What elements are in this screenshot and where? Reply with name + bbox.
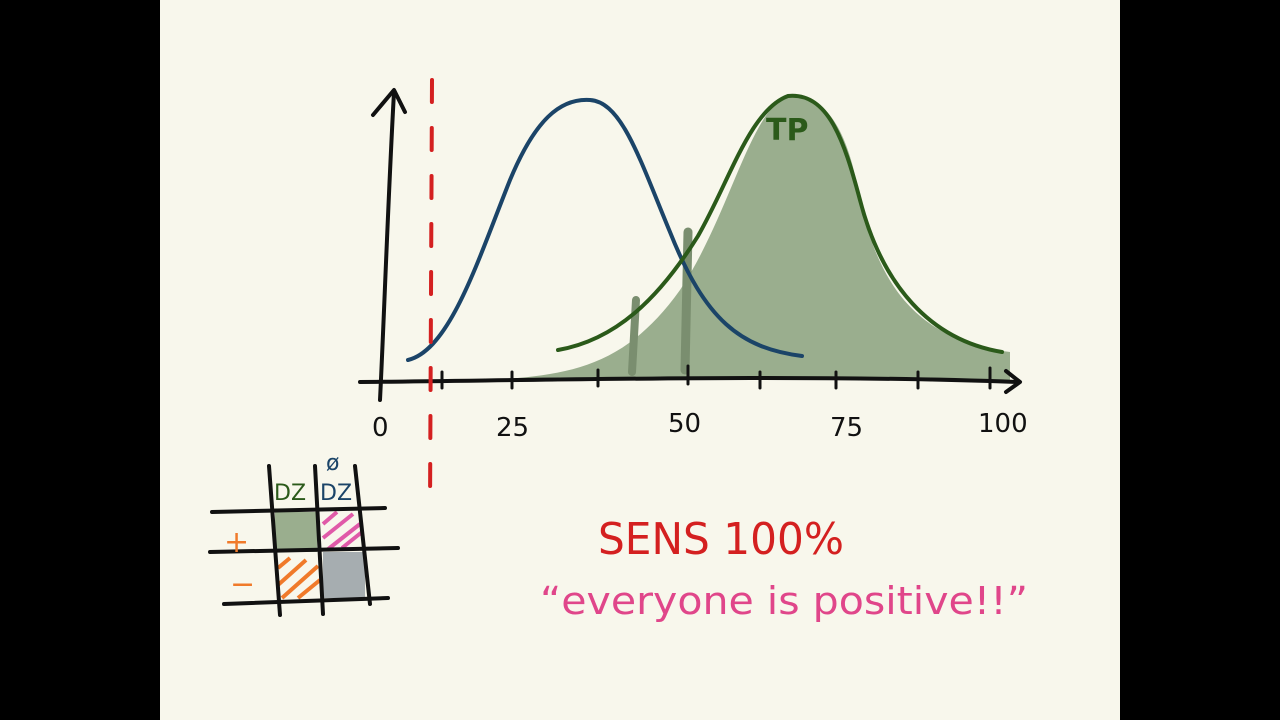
x-axis-arrowhead xyxy=(1004,369,1022,394)
disease-distribution-curve xyxy=(556,93,1004,354)
true-negative-cell xyxy=(323,552,365,598)
column-header-no-disease: DZ xyxy=(320,481,352,506)
tick-label-100: 100 xyxy=(978,409,1028,439)
tick-label-75: 75 xyxy=(830,413,863,443)
false-positive-cell xyxy=(321,510,364,552)
y-axis-arrowhead xyxy=(371,88,407,117)
false-negative-cell xyxy=(276,556,322,600)
everyone-positive-quote: “everyone is positive!!” xyxy=(540,579,1028,623)
table-grid-lines xyxy=(208,464,400,617)
tick-label-25: 25 xyxy=(496,413,529,443)
tick-label-50: 50 xyxy=(668,409,701,439)
tp-label: TP xyxy=(766,113,808,148)
disease-distribution-fill xyxy=(518,95,1010,380)
y-axis-line xyxy=(378,90,396,402)
healthy-distribution-curve xyxy=(406,97,804,362)
column-header-disease: DZ xyxy=(274,481,306,506)
x-axis-tick-labels: 0 25 50 75 100 xyxy=(372,409,1028,443)
tick-label-0: 0 xyxy=(372,413,389,443)
diagram-svg: 0 25 50 75 100 TP xyxy=(208,78,1028,623)
no-disease-strike-symbol: ø xyxy=(326,451,339,476)
x-axis-ticks xyxy=(440,364,992,390)
sensitivity-headline: SENS 100% xyxy=(598,514,844,565)
x-axis-line xyxy=(358,375,1020,384)
two-by-two-table: DZ DZ ø + − xyxy=(208,451,400,617)
row-header-negative: − xyxy=(230,567,255,602)
true-positive-cell xyxy=(275,512,317,552)
whiteboard-canvas: 0 25 50 75 100 TP xyxy=(160,0,1120,720)
cutoff-line xyxy=(428,78,434,512)
row-header-positive: + xyxy=(224,525,249,560)
